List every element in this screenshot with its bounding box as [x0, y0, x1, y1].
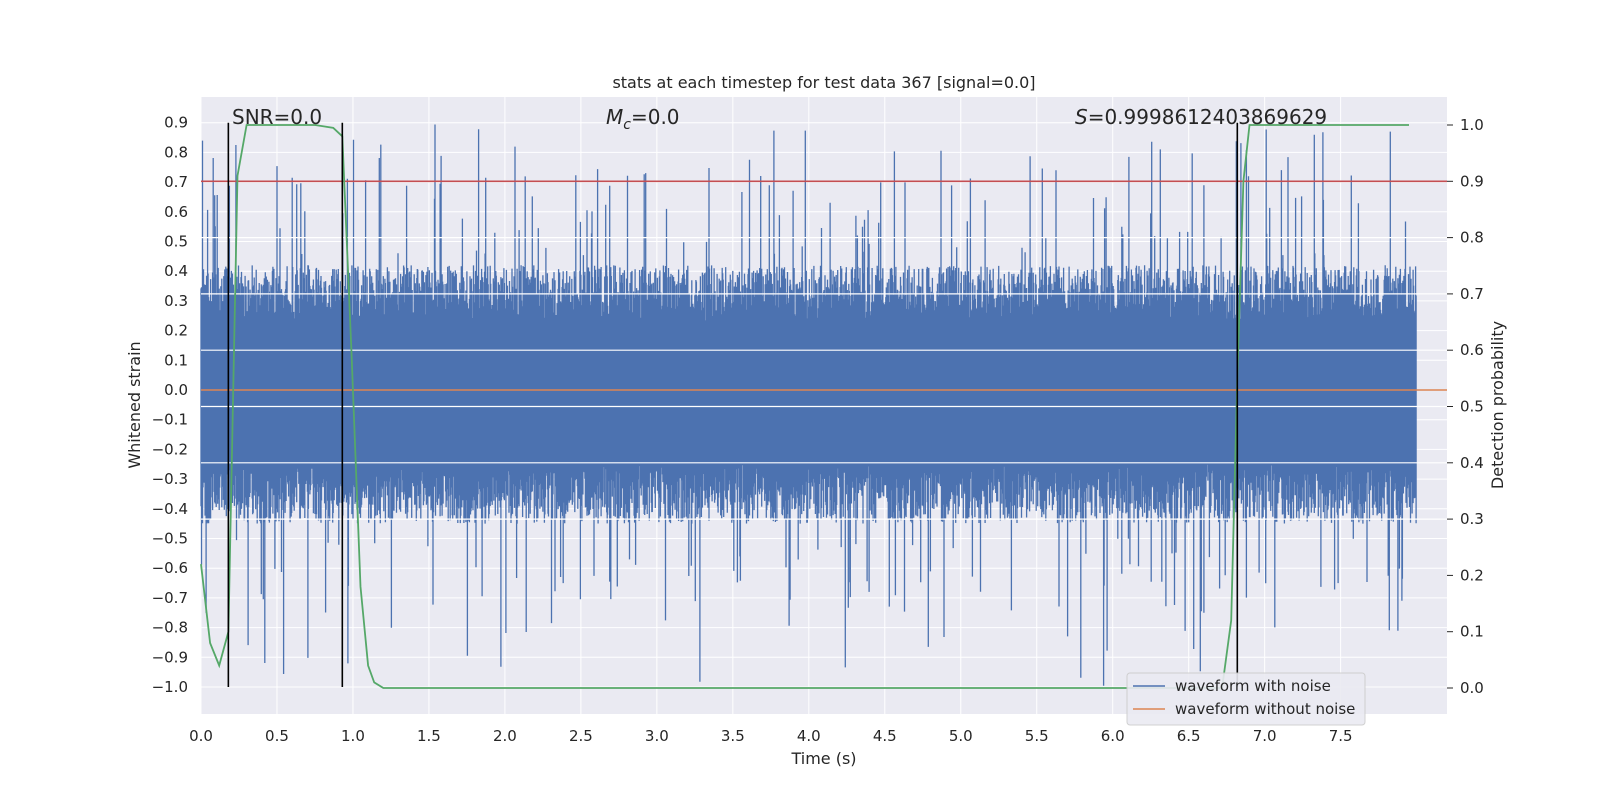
score-value: =0.9998612403869629 — [1088, 105, 1327, 129]
y-tick-label: −0.3 — [152, 470, 188, 488]
y-tick-label: −0.6 — [152, 559, 188, 577]
y2-tick-label: 0.3 — [1460, 510, 1484, 528]
legend-label-no-noise: waveform without noise — [1175, 700, 1355, 718]
x-tick-label: 2.5 — [569, 727, 593, 745]
score-symbol: S — [1075, 105, 1088, 129]
y-tick-label: 0.8 — [164, 143, 188, 161]
x-tick-label: 4.5 — [873, 727, 897, 745]
y2-axis-ticks: 1.0 0.9 0.8 0.7 0.6 0.5 0.4 0.3 0.2 0.1 0.0 — [1447, 116, 1484, 697]
y2-axis-label: Detection probability — [1488, 321, 1507, 489]
y-tick-label: 0.1 — [164, 351, 188, 369]
y-axis-label: Whitened strain — [125, 341, 144, 468]
y2-tick-label: 0.8 — [1460, 229, 1484, 247]
legend: waveform with noise waveform without noi… — [1126, 672, 1366, 726]
x-tick-label: 3.5 — [721, 727, 745, 745]
x-tick-label: 7.5 — [1329, 727, 1353, 745]
y2-tick-label: 1.0 — [1460, 116, 1484, 134]
y2-tick-label: 0.5 — [1460, 398, 1484, 416]
y2-tick-label: 0.9 — [1460, 172, 1484, 190]
score-annotation: S=0.9998612403869629 — [1075, 105, 1327, 129]
y-tick-label: −0.1 — [152, 411, 188, 429]
y2-tick-label: 0.7 — [1460, 285, 1484, 303]
y-tick-label: −0.2 — [152, 440, 188, 458]
x-tick-label: 3.0 — [645, 727, 669, 745]
y-tick-label: −0.8 — [152, 619, 188, 637]
x-tick-label: 5.5 — [1025, 727, 1049, 745]
chirp-mass-symbol: M — [606, 105, 623, 129]
x-tick-label: 4.0 — [797, 727, 821, 745]
y-tick-label: 0.4 — [164, 262, 188, 280]
x-axis-ticks: 0.0 0.5 1.0 1.5 2.0 2.5 3.0 3.5 4.0 4.5 5.0 5.5 6.0 6… — [189, 727, 1352, 745]
y2-tick-label: 0.1 — [1460, 623, 1484, 641]
snr-annotation: SNR=0.0 — [232, 105, 322, 129]
legend-label-noise: waveform with noise — [1175, 677, 1331, 695]
chart-title: stats at each timestep for test data 367… — [612, 73, 1035, 92]
x-tick-label: 6.5 — [1177, 727, 1201, 745]
x-tick-label: 1.0 — [341, 727, 365, 745]
x-tick-label: 2.0 — [493, 727, 517, 745]
x-axis-label: Time (s) — [790, 749, 856, 768]
y-tick-label: 0.6 — [164, 203, 188, 221]
y-tick-label: −1.0 — [152, 678, 188, 696]
y-tick-label: −0.7 — [152, 589, 188, 607]
x-tick-label: 0.5 — [265, 727, 289, 745]
noisy-waveform-series — [200, 124, 1417, 686]
y2-tick-label: 0.6 — [1460, 341, 1484, 359]
chirp-mass-annotation: Mc=0.0 — [606, 105, 680, 133]
y-tick-label: −0.9 — [152, 648, 188, 666]
y-tick-label: −0.4 — [152, 500, 188, 518]
y2-tick-label: 0.2 — [1460, 566, 1484, 584]
y-tick-label: 0.7 — [164, 173, 188, 191]
detection-probability-curve — [200, 124, 1409, 689]
x-tick-label: 1.5 — [417, 727, 441, 745]
x-tick-label: 0.0 — [189, 727, 213, 745]
chirp-mass-value: =0.0 — [631, 105, 680, 129]
y-tick-label: 0.2 — [164, 322, 188, 340]
legend-box — [1126, 672, 1366, 726]
y-axis-ticks: 0.9 0.8 0.7 0.6 0.5 0.4 0.3 0.2 0.1 0.0 −0.1 −0.2 −0… — [152, 114, 188, 696]
y-tick-label: −0.5 — [152, 530, 188, 548]
chirp-mass-subscript: c — [623, 117, 631, 133]
y-tick-label: 0.0 — [164, 381, 188, 399]
y2-tick-label: 0.4 — [1460, 454, 1484, 472]
y-tick-label: 0.5 — [164, 233, 188, 251]
x-tick-label: 7.0 — [1253, 727, 1277, 745]
x-tick-label: 5.0 — [949, 727, 973, 745]
y-tick-label: 0.3 — [164, 292, 188, 310]
x-tick-label: 6.0 — [1101, 727, 1125, 745]
overlay-lines — [200, 122, 1447, 689]
y2-tick-label: 0.0 — [1460, 679, 1484, 697]
y-tick-label: 0.9 — [164, 114, 188, 132]
